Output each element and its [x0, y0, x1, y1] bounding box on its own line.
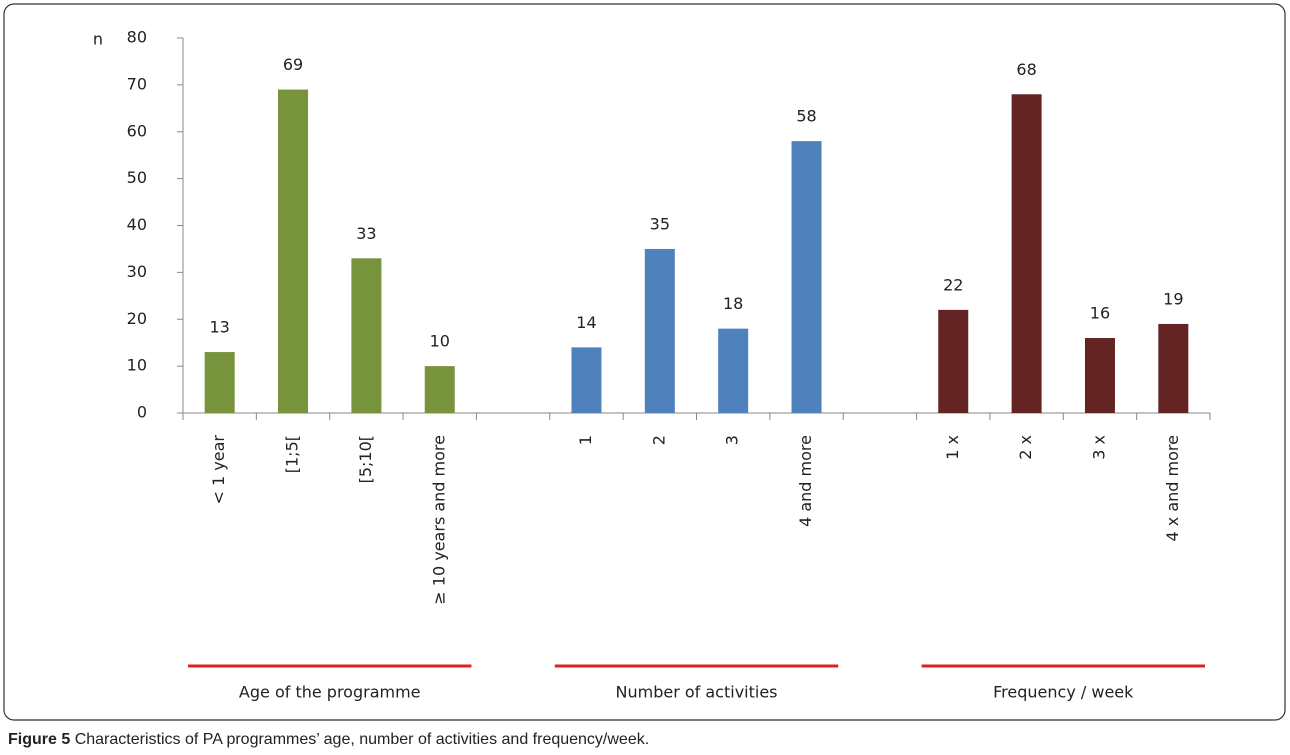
y-axis-label: n: [93, 30, 103, 49]
bar: [1084, 338, 1115, 413]
caption: Figure 5 Characteristics of PA programme…: [8, 731, 649, 749]
bar: [351, 258, 382, 413]
legend-label: Number of activities: [616, 683, 778, 702]
data-label: 10: [430, 332, 450, 351]
bar: [644, 248, 675, 413]
bar: [278, 89, 309, 413]
x-tick-label: 2: [649, 435, 668, 445]
x-tick-label: 1 x: [943, 435, 962, 460]
y-tick-label: 0: [137, 403, 147, 422]
legend-label: Age of the programme: [239, 683, 421, 702]
y-tick-label: 80: [127, 28, 147, 47]
data-label: 16: [1090, 304, 1110, 323]
y-tick-label: 50: [127, 168, 147, 187]
y-tick-label: 30: [127, 262, 147, 281]
x-tick-label: 3: [723, 435, 742, 445]
caption-text: Characteristics of PA programmes’ age, n…: [74, 731, 650, 748]
data-label: 58: [796, 107, 816, 126]
x-tick-label: 2 x: [1016, 435, 1035, 460]
x-tick-label: 4 x and more: [1163, 435, 1182, 541]
legend-label: Frequency / week: [993, 683, 1134, 702]
x-tick-label: < 1 year: [209, 435, 228, 505]
bar: [571, 347, 602, 413]
bar: [1158, 323, 1189, 413]
frame: [3, 3, 1286, 721]
x-tick-label: 3 x: [1089, 435, 1108, 460]
x-tick-label: [5;10[: [356, 435, 375, 483]
y-tick-label: 70: [127, 74, 147, 93]
bar: [718, 328, 749, 413]
data-label: 69: [283, 55, 303, 74]
data-label: 35: [650, 214, 670, 233]
bar: [424, 366, 455, 413]
data-label: 68: [1016, 60, 1036, 79]
x-tick-label: [1;5[: [283, 435, 302, 473]
bar: [938, 309, 969, 413]
bar: [204, 352, 235, 413]
data-label: 14: [576, 313, 596, 332]
y-tick-label: 40: [127, 215, 147, 234]
data-label: 19: [1163, 289, 1183, 308]
x-tick-label: ≥ 10 years and more: [429, 435, 448, 605]
data-label: 22: [943, 275, 963, 294]
bar: [1011, 94, 1042, 413]
x-tick-label: 1: [576, 435, 595, 445]
data-label: 18: [723, 294, 743, 313]
y-tick-label: 10: [127, 356, 147, 375]
y-tick-label: 60: [127, 121, 147, 140]
data-label: 13: [209, 318, 229, 337]
x-tick-label: 4 and more: [796, 435, 815, 527]
bar: [791, 141, 822, 413]
caption-label: Figure 5: [8, 731, 71, 748]
data-label: 33: [356, 224, 376, 243]
y-tick-label: 20: [127, 309, 147, 328]
